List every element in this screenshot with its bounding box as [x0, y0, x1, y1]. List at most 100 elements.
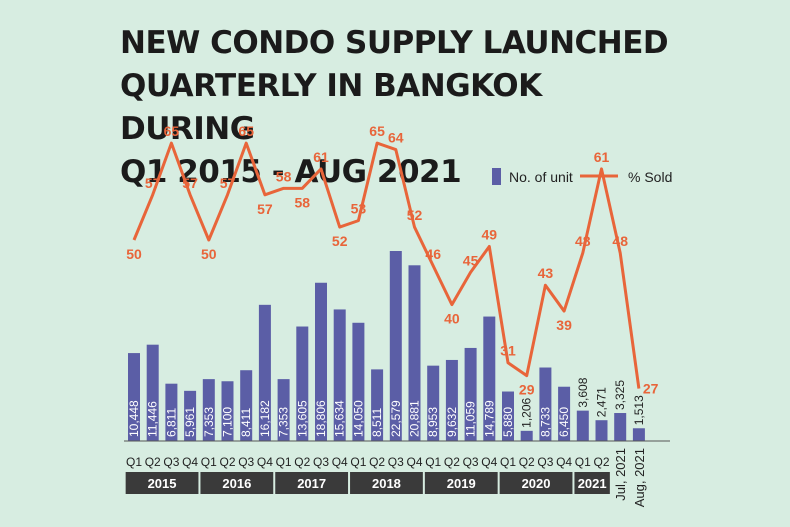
- bar: [539, 367, 552, 441]
- bar-value-label: 5,961: [183, 407, 197, 437]
- bar: [165, 383, 178, 441]
- sold-value-label: 53: [351, 201, 367, 217]
- bar: [296, 326, 309, 441]
- year-label: 2015: [148, 476, 177, 491]
- bar-value-label: 15,634: [333, 400, 347, 437]
- bar: [333, 309, 346, 441]
- sold-value-label: 40: [444, 311, 460, 327]
- bar: [277, 379, 290, 441]
- legend: No. of unit % Sold: [492, 168, 672, 185]
- sold-value-label: 65: [164, 123, 180, 139]
- x-tick-label: Q3: [163, 455, 179, 469]
- bar-value-label: 14,050: [351, 400, 365, 437]
- sold-value-label: 64: [388, 130, 404, 146]
- bar: [146, 344, 159, 441]
- legend-bar-swatch: [492, 168, 501, 185]
- bar: [240, 370, 253, 441]
- sold-value-label: 27: [643, 381, 659, 397]
- sold-value-label: 61: [594, 149, 610, 165]
- sold-line: [132, 141, 641, 389]
- bar-value-label: 11,059: [464, 401, 478, 437]
- bar: [258, 304, 271, 441]
- bar-value-label: 13,605: [295, 400, 309, 437]
- x-tick-label: Q2: [519, 455, 535, 469]
- sold-value-label: 52: [332, 233, 348, 249]
- x-tick-label: Q2: [294, 455, 310, 469]
- year-label: 2021: [578, 476, 607, 491]
- bar-value-label: 18,806: [314, 400, 328, 437]
- year-label: 2020: [522, 476, 551, 491]
- x-tick-label: Q1: [500, 455, 516, 469]
- bar: [202, 379, 215, 441]
- x-tick-label: Q2: [444, 455, 460, 469]
- bar-series: [128, 251, 645, 441]
- sold-value-label: 65: [238, 123, 254, 139]
- x-tick-label: Q3: [388, 455, 404, 469]
- bar: [128, 353, 140, 441]
- sold-value-label: 61: [313, 149, 329, 165]
- bar-value-label: 8,953: [426, 407, 440, 437]
- x-tick-label: Q4: [257, 455, 273, 469]
- bar: [464, 347, 477, 441]
- sold-value-label: 29: [519, 382, 535, 398]
- sold-value-label: 48: [575, 233, 591, 249]
- x-tick-label: Q4: [556, 455, 572, 469]
- bar-value-label: 9,632: [445, 407, 459, 437]
- year-band: [424, 472, 498, 494]
- bar: [558, 386, 571, 441]
- bar-value-labels: 10,448 11,446 6,811 5,961 7,353 7,100 8,411 16,…: [127, 377, 646, 437]
- bar-value-label: 11,446: [146, 401, 160, 437]
- x-tick-label: Q4: [406, 455, 422, 469]
- bar-value-label: 14,789: [482, 400, 496, 437]
- sold-value-label: 57: [257, 201, 273, 217]
- x-tick-label: Q1: [425, 455, 441, 469]
- sold-value-label: 45: [463, 252, 479, 268]
- year-label: 2017: [297, 476, 326, 491]
- sold-value-label: 49: [482, 226, 498, 242]
- bar-value-label: 10,448: [127, 400, 141, 437]
- sold-value-label: 31: [500, 343, 516, 359]
- sold-line-series: [132, 141, 641, 389]
- x-tick-label: Q1: [201, 455, 217, 469]
- year-band: [200, 472, 274, 494]
- year-band: [574, 472, 610, 494]
- bar-value-label: 3,608: [576, 377, 590, 407]
- sold-value-label: 65: [369, 123, 385, 139]
- x-tick-label: Q2: [145, 455, 161, 469]
- year-band: [499, 472, 573, 494]
- bar: [445, 359, 458, 441]
- bar: [315, 282, 327, 441]
- sold-value-label: 43: [538, 265, 554, 281]
- bar-value-label: 6,450: [557, 407, 571, 437]
- bar: [502, 391, 514, 441]
- bar: [632, 428, 645, 441]
- bar: [576, 410, 589, 441]
- bar: [352, 322, 365, 441]
- x-tick-label: Q1: [575, 455, 591, 469]
- chart-title: NEW CONDO SUPPLY LAUNCHED QUARTERLY IN B…: [120, 22, 680, 194]
- sold-value-label: 57: [182, 175, 198, 191]
- bar: [595, 420, 608, 441]
- bar-value-label: 7,353: [277, 407, 291, 437]
- bar-value-label: 8,733: [538, 407, 552, 437]
- sold-value-label: 48: [612, 233, 628, 249]
- bar-value-label: 20,881: [408, 400, 422, 437]
- sold-value-label: 58: [295, 194, 311, 210]
- bar-value-label: 1,206: [520, 397, 534, 427]
- bar-value-label: 8,511: [370, 408, 384, 437]
- x-tick-label: Q4: [481, 455, 497, 469]
- x-tick-label: Q4: [182, 455, 198, 469]
- year-label: 2019: [447, 476, 476, 491]
- bar-value-label: 16,182: [258, 400, 272, 437]
- bar-value-label: 1,513: [632, 395, 646, 425]
- bar: [221, 381, 234, 441]
- x-tick-label: Q2: [593, 455, 609, 469]
- x-tick-label: Q1: [350, 455, 366, 469]
- x-tick-label: Q2: [219, 455, 235, 469]
- bar: [520, 430, 533, 441]
- x-tick-label: Q2: [369, 455, 385, 469]
- year-band: [125, 472, 199, 494]
- x-tick-label: Q3: [313, 455, 329, 469]
- legend-label-units: No. of unit: [509, 169, 573, 185]
